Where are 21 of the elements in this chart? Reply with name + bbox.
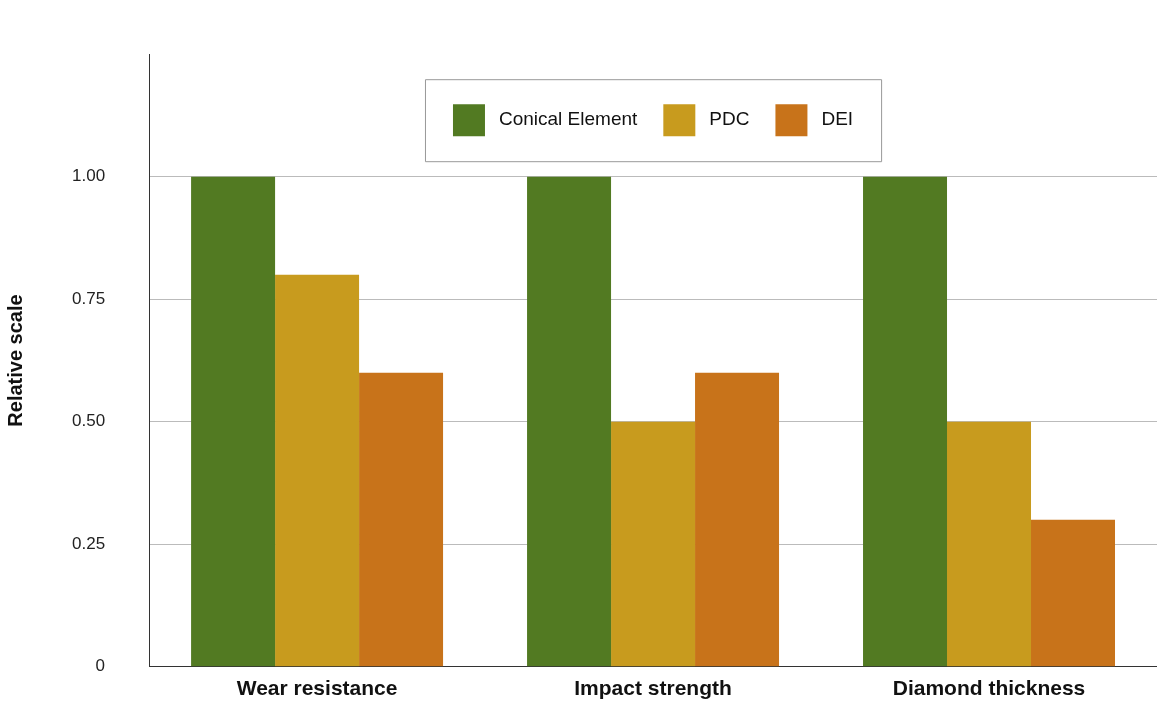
legend-label: DEI — [821, 108, 854, 130]
bar — [947, 421, 1032, 667]
x-tick-label: Impact strength — [574, 676, 732, 700]
x-tick-label: Diamond thickness — [892, 676, 1086, 700]
x-tick-label: Wear resistance — [236, 676, 398, 700]
bar — [359, 372, 444, 667]
bar — [695, 372, 780, 667]
y-axis-title: Relative scale — [3, 294, 26, 427]
y-tick-label: 0 — [95, 656, 106, 676]
bar — [275, 274, 360, 667]
y-tick-label: 0.25 — [71, 533, 106, 553]
y-tick-label: 0.50 — [71, 411, 106, 431]
bar — [611, 421, 696, 667]
bar — [1031, 519, 1115, 667]
legend-label: PDC — [709, 108, 750, 130]
y-tick-label: 1.00 — [71, 166, 106, 186]
legend-label: Conical Element — [498, 108, 639, 130]
bar — [527, 176, 612, 667]
bar — [191, 176, 276, 667]
bar — [863, 176, 948, 667]
y-tick-label: 0.75 — [71, 288, 106, 308]
